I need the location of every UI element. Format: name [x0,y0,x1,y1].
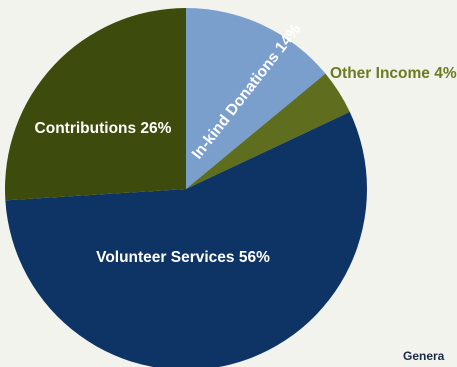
pie-slices [4,8,367,367]
label-general-cut-off: Genera [403,349,445,363]
label-other-income: Other Income 4% [330,65,457,82]
slice-volunteer-services [5,111,367,367]
label-contributions: Contributions 26% [35,120,172,137]
slice-other-income [186,73,350,189]
slice-in-kind-donations [186,8,326,189]
slice-contributions [4,8,186,201]
label-volunteer-services: Volunteer Services 56% [96,249,270,266]
